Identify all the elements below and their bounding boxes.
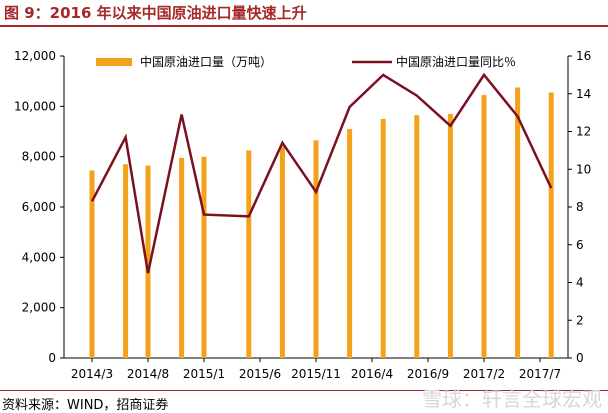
x-tick-label: 2015/1 xyxy=(183,367,225,381)
legend: 中国原油进口量（万吨） 中国原油进口量同比％ xyxy=(96,54,516,69)
y-right-tick-label: 16 xyxy=(576,49,591,63)
figure-title: 图 9：2016 年以来中国原油进口量快速上升 xyxy=(4,4,307,22)
y-left-tick-label: 6,000 xyxy=(22,200,56,214)
bar xyxy=(548,92,554,358)
y-right-tick-label: 4 xyxy=(576,276,584,290)
bar xyxy=(515,87,521,358)
bar xyxy=(414,115,420,359)
y-right-tick-label: 6 xyxy=(576,238,584,252)
bar xyxy=(279,146,285,358)
x-tick-label: 2017/2 xyxy=(463,367,505,381)
bar xyxy=(347,128,353,358)
x-tick-label: 2016/9 xyxy=(407,367,449,381)
source-note: 资料来源：WIND，招商证券 xyxy=(2,398,169,413)
bar xyxy=(313,140,319,358)
y-right-tick-label: 14 xyxy=(576,87,591,101)
y-left-tick-label: 4,000 xyxy=(22,250,56,264)
chart-axes: 0 2,000 4,000 6,000 8,000 10,000 12,000 0 2 4 6 8 10… xyxy=(14,49,591,381)
bar xyxy=(89,170,95,358)
y-right-tick-label: 10 xyxy=(576,162,591,176)
bar xyxy=(380,118,386,359)
bar xyxy=(246,150,252,358)
legend-bar-swatch xyxy=(96,58,132,66)
source-rule xyxy=(0,390,608,391)
x-tick-label: 2015/11 xyxy=(291,367,341,381)
y-left-tick-label: 2,000 xyxy=(22,301,56,315)
y-right-tick-label: 12 xyxy=(576,125,591,139)
title-rule xyxy=(0,25,608,27)
watermark: 雪球：轩言全球宏观 xyxy=(422,387,602,411)
bar xyxy=(179,157,185,358)
bar-series xyxy=(89,87,554,359)
legend-bar-label: 中国原油进口量（万吨） xyxy=(140,54,272,69)
x-tick-label: 2014/8 xyxy=(127,367,169,381)
legend-line-label: 中国原油进口量同比％ xyxy=(396,54,516,69)
y-left-tick-label: 0 xyxy=(48,351,56,365)
y-right-tick-label: 0 xyxy=(576,351,584,365)
line-series xyxy=(90,72,553,274)
y-right-tick-label: 2 xyxy=(576,313,584,327)
x-tick-label: 2016/4 xyxy=(351,367,393,381)
bar xyxy=(447,113,453,358)
y-left-tick-label: 8,000 xyxy=(22,150,56,164)
x-tick-label: 2014/3 xyxy=(71,367,113,381)
bar xyxy=(481,95,487,358)
yoy-line xyxy=(90,72,553,274)
bar xyxy=(201,156,207,358)
x-tick-label: 2015/6 xyxy=(239,367,281,381)
y-right-tick-label: 8 xyxy=(576,200,584,214)
y-left-tick-label: 10,000 xyxy=(14,99,56,113)
bar xyxy=(123,164,129,358)
bar xyxy=(145,165,151,358)
y-left-tick-label: 12,000 xyxy=(14,49,56,63)
x-tick-label: 2017/7 xyxy=(519,367,561,381)
